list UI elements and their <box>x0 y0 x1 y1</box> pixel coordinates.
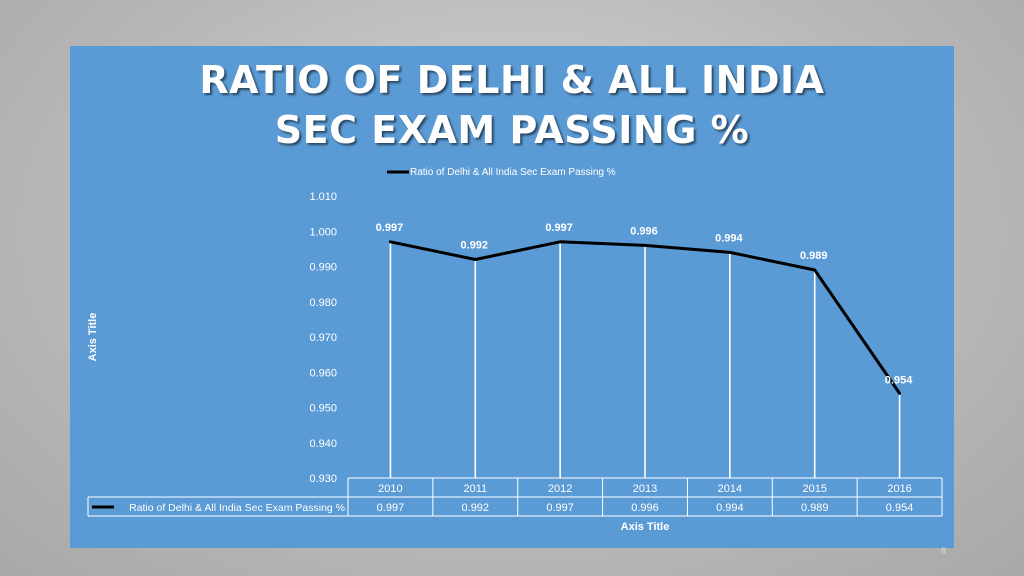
data-point <box>898 391 902 395</box>
data-label: 0.992 <box>461 239 489 251</box>
x-category-label: 2013 <box>633 483 657 495</box>
x-category-label: 2015 <box>802 483 826 495</box>
slide-title-line-1: RATIO OF DELHI & ALL INDIA <box>199 58 825 102</box>
data-label: 0.997 <box>376 222 404 234</box>
y-axis-title: Axis Title <box>87 313 99 362</box>
table-value-cell: 0.994 <box>716 502 744 514</box>
data-point <box>388 240 392 244</box>
table-value-cell: 0.996 <box>631 502 659 514</box>
y-tick-label: 0.990 <box>309 262 337 274</box>
legend-entry: Ratio of Delhi & All India Sec Exam Pass… <box>410 167 616 178</box>
y-tick-label: 0.940 <box>309 438 337 450</box>
table-value-cell: 0.954 <box>886 502 914 514</box>
y-tick-label: 0.960 <box>309 367 337 379</box>
data-label: 0.997 <box>545 222 573 234</box>
data-point <box>643 243 647 247</box>
y-tick-label: 0.980 <box>309 297 337 309</box>
x-category-label: 2010 <box>378 483 402 495</box>
y-tick-label: 1.010 <box>309 191 337 203</box>
table-series-name: Ratio of Delhi & All India Sec Exam Pass… <box>129 502 345 514</box>
x-category-label: 2014 <box>718 483 742 495</box>
chart-panel <box>70 46 954 548</box>
table-value-cell: 0.989 <box>801 502 829 514</box>
y-tick-label: 1.000 <box>309 226 337 238</box>
data-label: 0.954 <box>885 374 913 386</box>
x-category-label: 2011 <box>463 483 487 495</box>
y-tick-label: 0.930 <box>309 473 337 485</box>
y-tick-label: 0.970 <box>309 332 337 344</box>
x-axis-title: Axis Title <box>621 521 670 533</box>
table-value-cell: 0.997 <box>546 502 574 514</box>
data-label: 0.994 <box>715 232 743 244</box>
data-point <box>473 257 477 261</box>
y-tick-label: 0.950 <box>309 403 337 415</box>
x-category-label: 2016 <box>887 483 911 495</box>
slide-title-line-2: SEC EXAM PASSING % <box>274 108 750 152</box>
data-point <box>728 250 732 254</box>
slide-number: 8 <box>940 546 946 556</box>
data-point <box>558 240 562 244</box>
data-label: 0.996 <box>630 225 658 237</box>
x-category-label: 2012 <box>548 483 572 495</box>
data-point <box>813 268 817 272</box>
table-value-cell: 0.997 <box>377 502 405 514</box>
table-value-cell: 0.992 <box>462 502 490 514</box>
data-label: 0.989 <box>800 250 828 262</box>
